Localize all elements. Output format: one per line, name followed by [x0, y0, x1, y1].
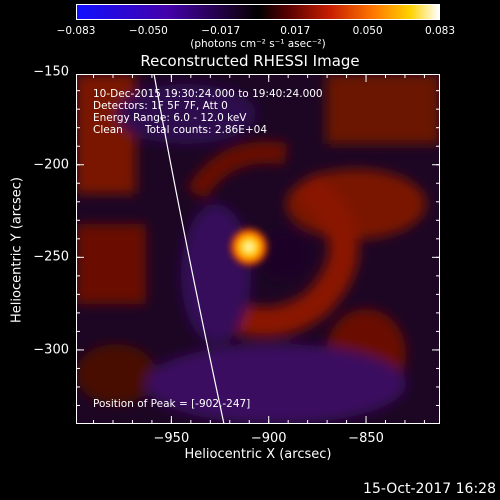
colorbar-tick-label: −0.017 [201, 25, 241, 37]
image-plot [76, 74, 440, 424]
x-axis-label: Heliocentric X (arcsec) [184, 447, 332, 462]
peak-position-label: Position of Peak = [-902,-247] [93, 398, 251, 410]
timestamp: 15-Oct-2017 16:28 [363, 481, 496, 497]
colorbar-tick-label: 0.050 [352, 25, 383, 37]
colorbar-tick-label: 0.017 [280, 25, 311, 37]
solar-limb [153, 74, 225, 424]
x-tick-label: −850 [348, 431, 384, 446]
emission-peak [227, 225, 271, 269]
x-tick-label: −900 [250, 431, 287, 446]
y-tick-label: −300 [33, 342, 69, 358]
total-counts-label: Total counts: 2.86E+04 [145, 124, 268, 136]
detectors-label: Detectors: 1F 5F 7F, Att 0 [93, 100, 228, 112]
colorbar [76, 4, 440, 20]
y-tick-label: −150 [33, 64, 69, 80]
colorbar-tick-label: 0.083 [424, 25, 456, 37]
y-tick-label: −250 [33, 249, 69, 265]
x-tick-label: −950 [153, 431, 190, 446]
energy-range-label: Energy Range: 6.0 - 12.0 keV [93, 112, 247, 124]
y-tick-label: −200 [33, 157, 69, 173]
plot-frame [76, 74, 440, 424]
method-label: Clean [93, 124, 123, 136]
colorbar-tick-label: −0.083 [56, 25, 96, 37]
chart-title: Reconstructed RHESSI Image [140, 52, 360, 70]
colorbar-tick-label: −0.050 [128, 25, 168, 37]
axis-tick-marks [76, 74, 440, 424]
y-axis-label: Heliocentric Y (arcsec) [9, 177, 25, 323]
time-range-label: 10-Dec-2015 19:30:24.000 to 19:40:24.000 [93, 88, 323, 100]
colorbar-units: (photons cm⁻² s⁻¹ asec⁻²) [190, 38, 326, 50]
